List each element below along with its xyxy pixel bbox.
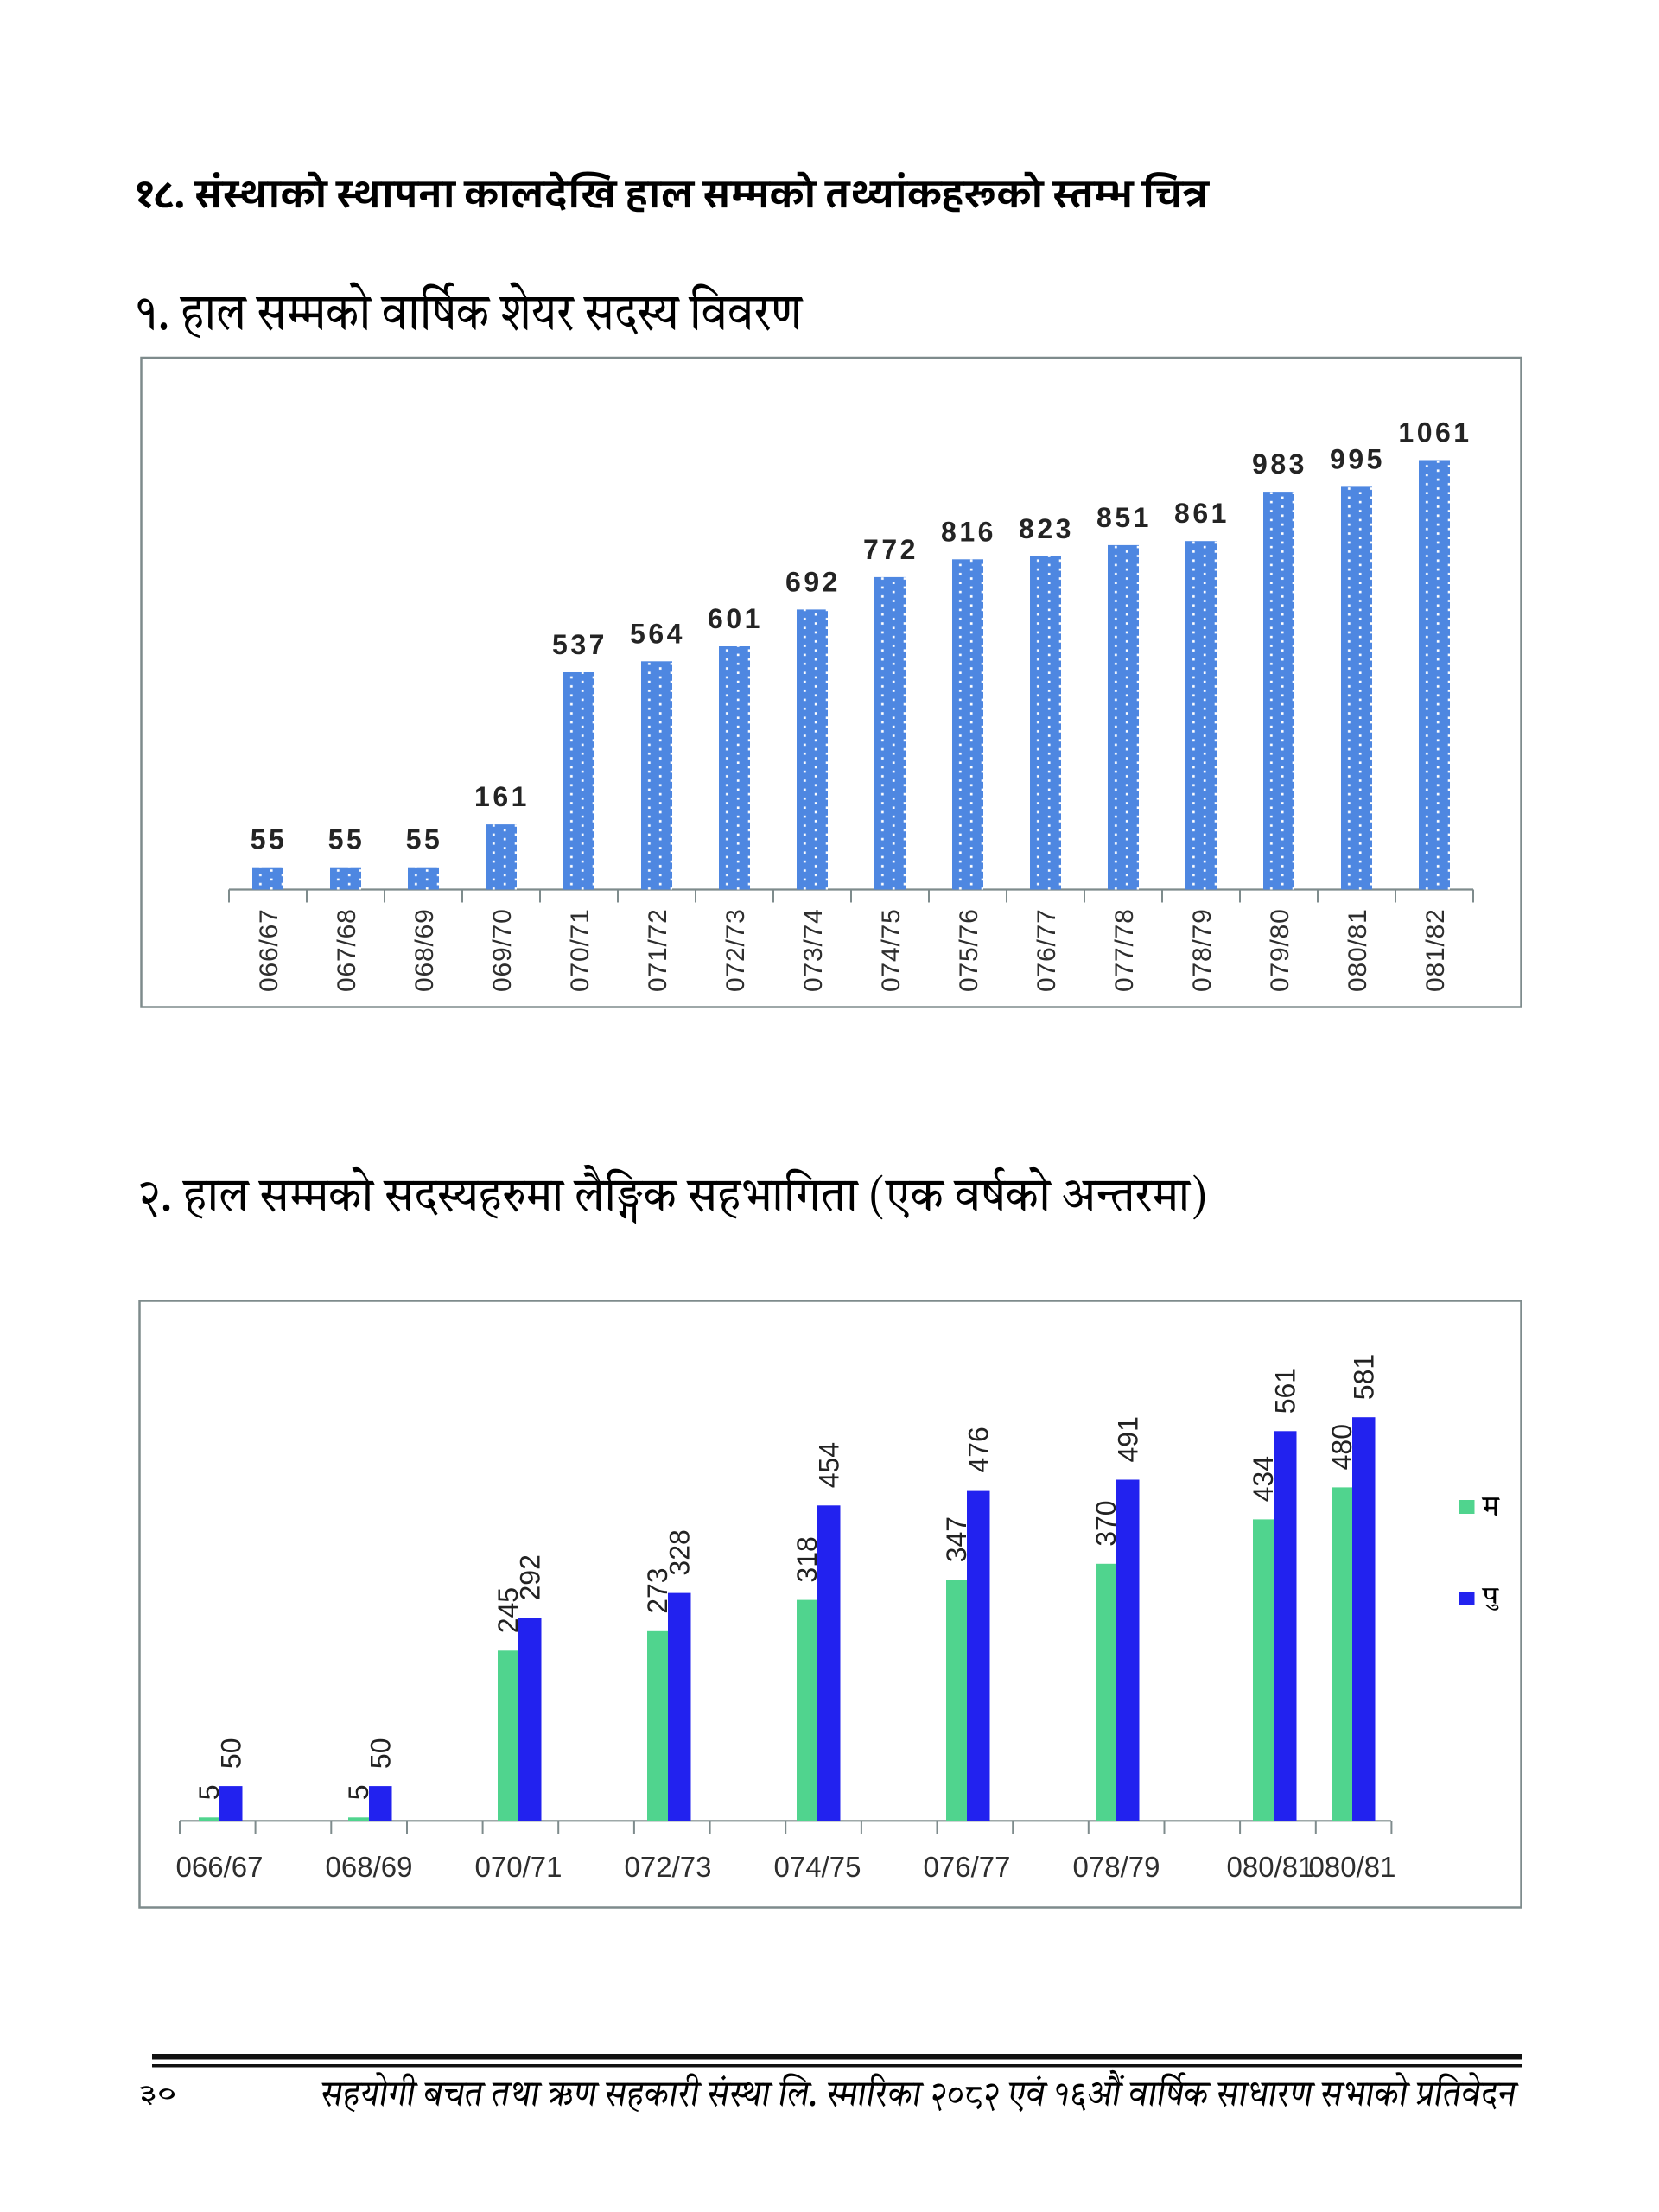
- svg-text:537: 537: [552, 629, 607, 660]
- svg-text:075/76: 075/76: [955, 908, 983, 992]
- svg-text:1061: 1061: [1398, 417, 1471, 448]
- svg-text:370: 370: [1090, 1500, 1122, 1546]
- svg-text:50: 50: [215, 1738, 246, 1770]
- svg-text:068/69: 068/69: [326, 1851, 413, 1883]
- svg-text:078/79: 078/79: [1188, 908, 1217, 992]
- svg-text:5: 5: [194, 1785, 225, 1801]
- svg-text:074/75: 074/75: [774, 1851, 861, 1883]
- svg-text:983: 983: [1252, 448, 1307, 480]
- svg-text:476: 476: [963, 1427, 994, 1472]
- svg-text:080/81: 080/81: [1227, 1851, 1314, 1883]
- svg-text:273: 273: [642, 1567, 673, 1613]
- svg-text:077/78: 077/78: [1110, 908, 1139, 992]
- svg-text:816: 816: [941, 516, 996, 547]
- svg-text:245: 245: [493, 1587, 524, 1633]
- svg-text:581: 581: [1348, 1354, 1379, 1400]
- svg-text:601: 601: [708, 603, 763, 634]
- svg-text:823: 823: [1019, 513, 1074, 544]
- svg-text:480: 480: [1326, 1424, 1357, 1470]
- svg-text:561: 561: [1269, 1368, 1300, 1414]
- svg-text:55: 55: [328, 824, 365, 855]
- svg-text:491: 491: [1112, 1416, 1143, 1462]
- svg-text:692: 692: [785, 566, 841, 597]
- svg-text:070/71: 070/71: [566, 908, 594, 992]
- svg-text:434: 434: [1248, 1456, 1279, 1502]
- svg-text:070/71: 070/71: [475, 1851, 563, 1883]
- svg-text:076/77: 076/77: [1033, 908, 1061, 992]
- svg-text:347: 347: [941, 1516, 972, 1562]
- svg-text:995: 995: [1330, 443, 1385, 474]
- svg-text:072/73: 072/73: [721, 908, 750, 992]
- svg-text:072/73: 072/73: [625, 1851, 712, 1883]
- svg-text:080/81: 080/81: [1309, 1851, 1396, 1883]
- svg-text:318: 318: [791, 1536, 823, 1582]
- svg-text:074/75: 074/75: [877, 908, 906, 992]
- svg-text:851: 851: [1096, 502, 1152, 533]
- svg-text:861: 861: [1174, 498, 1230, 529]
- svg-text:55: 55: [406, 824, 443, 855]
- svg-text:078/79: 078/79: [1073, 1851, 1160, 1883]
- svg-text:5: 5: [343, 1785, 374, 1801]
- svg-text:55: 55: [251, 824, 288, 855]
- svg-text:161: 161: [474, 781, 530, 812]
- svg-text:50: 50: [365, 1738, 396, 1770]
- svg-text:066/67: 066/67: [176, 1851, 264, 1883]
- svg-text:292: 292: [514, 1554, 545, 1600]
- svg-text:068/69: 068/69: [410, 908, 439, 992]
- svg-text:073/74: 073/74: [799, 908, 828, 992]
- svg-text:564: 564: [630, 618, 685, 649]
- svg-text:079/80: 079/80: [1266, 908, 1294, 992]
- svg-text:071/72: 071/72: [644, 908, 672, 992]
- svg-text:069/70: 069/70: [488, 908, 517, 992]
- svg-text:076/77: 076/77: [924, 1851, 1011, 1883]
- svg-text:772: 772: [863, 534, 918, 565]
- svg-text:081/82: 081/82: [1421, 908, 1450, 992]
- svg-text:066/67: 066/67: [255, 908, 283, 992]
- svg-text:080/81: 080/81: [1344, 908, 1372, 992]
- svg-text:454: 454: [813, 1442, 844, 1488]
- svg-text:328: 328: [664, 1529, 695, 1575]
- svg-text:067/68: 067/68: [333, 908, 361, 992]
